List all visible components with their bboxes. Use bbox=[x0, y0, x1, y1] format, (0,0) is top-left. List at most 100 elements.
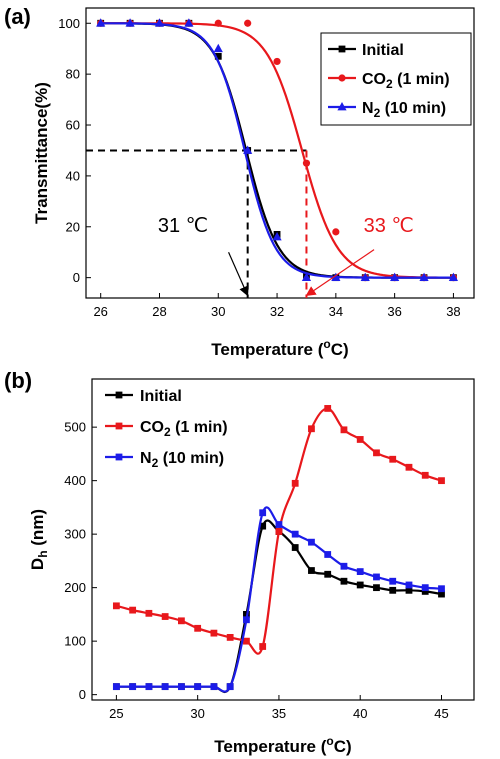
data-point bbox=[244, 19, 252, 27]
data-point bbox=[291, 530, 299, 538]
data-point bbox=[194, 683, 202, 691]
data-point bbox=[96, 18, 106, 27]
legend-marker bbox=[338, 74, 346, 82]
data-point bbox=[421, 584, 429, 592]
data-point bbox=[356, 581, 364, 589]
y-tick-label: 100 bbox=[58, 16, 80, 31]
data-point bbox=[324, 551, 332, 558]
y-tick-label: 500 bbox=[64, 420, 86, 435]
annotation-arrow bbox=[228, 251, 249, 297]
x-tick-label: 36 bbox=[387, 304, 401, 319]
data-point bbox=[194, 624, 202, 632]
data-point bbox=[389, 577, 397, 585]
data-point bbox=[419, 272, 429, 282]
data-point bbox=[340, 577, 348, 585]
legend-marker bbox=[115, 453, 123, 461]
data-point bbox=[389, 455, 397, 463]
x-axis-title: Temperature (oC) bbox=[214, 734, 351, 756]
y-tick-label: 0 bbox=[73, 270, 80, 285]
data-point bbox=[340, 426, 348, 434]
x-tick-label: 35 bbox=[272, 706, 286, 721]
data-point bbox=[421, 587, 429, 595]
legend-marker bbox=[337, 102, 347, 111]
x-tick-label: 32 bbox=[270, 304, 284, 319]
data-point bbox=[184, 18, 194, 27]
data-point bbox=[214, 19, 222, 27]
data-point bbox=[340, 562, 348, 570]
x-tick-label: 30 bbox=[211, 304, 225, 319]
data-point bbox=[373, 573, 380, 581]
data-point bbox=[389, 586, 397, 594]
plot-frame-a bbox=[85, 7, 475, 299]
data-point bbox=[243, 145, 253, 154]
data-point bbox=[373, 584, 380, 592]
data-point bbox=[438, 477, 445, 485]
data-point bbox=[291, 544, 299, 551]
legend-label: Initial bbox=[140, 388, 182, 405]
y-tick-label: 100 bbox=[64, 634, 86, 649]
data-point bbox=[356, 436, 364, 443]
data-point bbox=[356, 568, 364, 575]
y-tick-label: 400 bbox=[64, 473, 86, 488]
data-point bbox=[302, 159, 311, 167]
y-axis-title: Transmittance(%) bbox=[32, 82, 51, 224]
panel-label-a: (a) bbox=[4, 4, 31, 29]
y-axis-title: Dh (nm) bbox=[28, 509, 50, 570]
data-point bbox=[405, 586, 413, 594]
data-point bbox=[112, 683, 120, 691]
data-point bbox=[226, 634, 234, 641]
x-tick-label: 26 bbox=[93, 304, 107, 319]
data-point bbox=[308, 567, 315, 574]
legend-label: CO2 (1 min) bbox=[140, 419, 228, 439]
data-point bbox=[308, 538, 315, 546]
data-point bbox=[360, 272, 370, 282]
data-point bbox=[161, 613, 169, 620]
series-line bbox=[116, 519, 442, 694]
data-point bbox=[243, 637, 250, 645]
data-point bbox=[178, 617, 185, 625]
x-tick-label: 30 bbox=[190, 706, 204, 721]
data-point bbox=[421, 471, 429, 479]
y-tick-label: 200 bbox=[64, 580, 86, 595]
data-point bbox=[178, 683, 185, 691]
data-point bbox=[272, 231, 282, 241]
legend-label: N2 (10 min) bbox=[362, 100, 446, 120]
data-point bbox=[275, 528, 283, 535]
data-point bbox=[243, 616, 250, 624]
y-tick-label: 0 bbox=[79, 687, 86, 702]
x-tick-label: 40 bbox=[353, 706, 367, 721]
data-point bbox=[438, 585, 445, 593]
data-point bbox=[125, 18, 135, 27]
data-point bbox=[154, 18, 165, 27]
data-point bbox=[308, 425, 315, 433]
legend-marker bbox=[115, 422, 123, 430]
data-point bbox=[332, 228, 340, 236]
legend-label: Initial bbox=[362, 42, 404, 59]
x-tick-label: 28 bbox=[152, 304, 166, 319]
x-tick-label: 45 bbox=[434, 706, 448, 721]
data-point bbox=[448, 272, 459, 282]
y-tick-label: 20 bbox=[66, 219, 80, 234]
y-tick-label: 80 bbox=[66, 67, 80, 82]
data-point bbox=[161, 683, 169, 691]
data-point bbox=[129, 683, 137, 691]
plot-frame-b bbox=[91, 378, 475, 701]
data-point bbox=[226, 683, 234, 691]
data-point bbox=[259, 643, 267, 650]
x-axis-title: Temperature (oC) bbox=[211, 337, 348, 359]
data-point bbox=[210, 629, 218, 637]
legend-a: Initial CO2 (1 min) N2 (10 min) bbox=[320, 32, 472, 126]
data-point bbox=[145, 609, 153, 617]
data-point bbox=[301, 272, 312, 282]
annotation-33c: 33 ℃ bbox=[364, 215, 414, 237]
data-point bbox=[273, 57, 281, 66]
data-point bbox=[129, 606, 137, 614]
y-tick-label: 300 bbox=[64, 527, 86, 542]
x-tick-label: 38 bbox=[446, 304, 460, 319]
data-point bbox=[373, 449, 380, 457]
data-point bbox=[214, 52, 222, 60]
x-tick-label: 25 bbox=[109, 706, 123, 721]
y-tick-label: 60 bbox=[66, 118, 80, 133]
annotation-31c: 31 ℃ bbox=[158, 215, 208, 237]
